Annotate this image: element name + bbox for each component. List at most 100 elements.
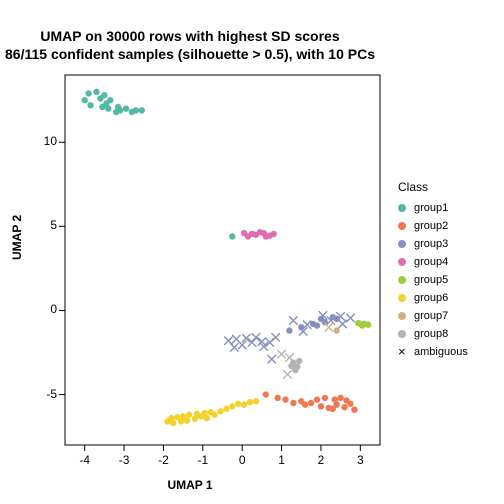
point [253,398,259,404]
x-tick-label: 1 [267,453,297,467]
point [81,97,87,103]
legend-swatch [398,258,406,266]
legend-label: group1 [414,202,448,214]
point [308,400,314,406]
x-tick-label: -2 [148,453,178,467]
point [322,395,328,401]
point [314,322,320,328]
point [333,401,339,407]
legend-item: group4 [398,256,448,268]
point [85,90,91,96]
x-tick-label: -1 [188,453,218,467]
point [217,408,223,414]
point-cross [325,323,333,331]
point-cross [289,316,297,324]
x-tick-label: 3 [345,453,375,467]
legend-item: × ambiguous [398,346,468,358]
legend-swatch [398,204,406,212]
legend-label: group6 [414,292,448,304]
x-axis-label: UMAP 1 [0,478,380,492]
y-tick-label: 0 [27,302,57,316]
point [229,403,235,409]
point-cross [277,350,285,358]
point [235,401,241,407]
x-tick-label: -3 [109,453,139,467]
point-cross [230,343,238,351]
point [170,420,176,426]
legend-item: group7 [398,310,448,322]
point [314,396,320,402]
legend-swatch [398,276,406,284]
point [133,107,139,113]
point [241,401,247,407]
legend-item: group6 [398,292,448,304]
legend-item: group1 [398,202,448,214]
legend-label: group8 [414,328,448,340]
legend-item: group5 [398,274,448,286]
point [341,404,347,410]
y-tick-label: 10 [27,134,57,148]
legend-label: ambiguous [414,346,468,358]
x-tick-label: 0 [227,453,257,467]
x-tick-label: -4 [70,453,100,467]
legend-swatch [398,240,406,248]
point [117,107,123,113]
point [184,417,190,423]
point [247,399,253,405]
legend-swatch [398,330,406,338]
point [286,327,292,333]
chart-container: { "chart": { "type": "scatter", "title_l… [0,0,504,504]
point [107,97,113,103]
y-axis-label: UMAP 2 [10,215,24,260]
point [274,395,280,401]
legend-label: group5 [414,274,448,286]
point [347,401,353,407]
point-cross [283,370,291,378]
point [290,400,296,406]
point [296,358,302,364]
legend-cross-icon: × [398,347,408,357]
legend-label: group4 [414,256,448,268]
point [105,105,111,111]
point [186,412,192,418]
point [223,406,229,412]
point-cross [338,320,346,328]
point [318,403,324,409]
point-cross [271,333,279,341]
legend-label: group3 [414,238,448,250]
legend-swatch [398,312,406,320]
legend-item: group8 [398,328,448,340]
y-tick-label: 5 [27,218,57,232]
point-cross [252,333,260,341]
x-tick-label: 2 [306,453,336,467]
point [263,391,269,397]
point [337,395,343,401]
legend-label: group2 [414,220,448,232]
legend-swatch [398,222,406,230]
point [101,92,107,98]
point [211,412,217,418]
legend-title: Class [398,180,428,194]
point [93,89,99,95]
legend-swatch [398,294,406,302]
point [87,102,93,108]
point-cross [346,314,354,322]
legend-item: group2 [398,220,448,232]
point [302,401,308,407]
point-cross [248,338,256,346]
point [351,406,357,412]
legend-item: group3 [398,238,448,250]
y-tick-label: -5 [27,387,57,401]
point [229,233,235,239]
point [365,322,371,328]
point [282,396,288,402]
point [294,364,300,370]
point [139,107,145,113]
scatter-plot [0,0,504,504]
point [270,231,276,237]
point-cross [268,355,276,363]
point-cross [285,353,293,361]
point [123,105,129,111]
legend-label: group7 [414,310,448,322]
point [204,415,210,421]
